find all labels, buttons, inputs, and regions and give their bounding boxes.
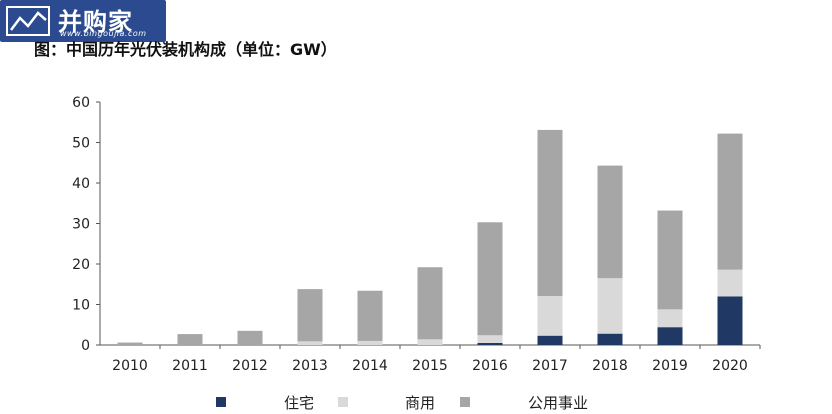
bar-segment-公用事业 bbox=[657, 210, 683, 310]
x-tick-label: 2012 bbox=[232, 358, 268, 374]
bar-segment-商用 bbox=[657, 309, 683, 328]
bar-segment-公用事业 bbox=[717, 133, 743, 270]
y-tick-label: 40 bbox=[72, 176, 90, 192]
bar-segment-住宅 bbox=[657, 327, 683, 345]
bar-segment-商用 bbox=[357, 340, 383, 345]
x-tick-label: 2018 bbox=[592, 358, 628, 374]
bar-segment-公用事业 bbox=[417, 267, 443, 340]
x-axis-labels: 2010 2011 2012 2013 2014 2015 2016 2017 2018 2019… bbox=[112, 358, 748, 374]
bar-segment-住宅 bbox=[717, 296, 743, 345]
bar-segment-公用事业 bbox=[477, 222, 503, 336]
bar-segment-公用事业 bbox=[237, 330, 263, 345]
y-tick-label: 0 bbox=[81, 338, 90, 354]
bar-segment-商用 bbox=[297, 341, 323, 345]
bar-segment-住宅 bbox=[477, 342, 503, 345]
x-tick-label: 2011 bbox=[172, 358, 208, 374]
legend-label: 住宅 bbox=[284, 394, 314, 412]
x-tick-label: 2015 bbox=[412, 358, 448, 374]
bar-segment-住宅 bbox=[597, 333, 623, 345]
legend-label: 商用 bbox=[405, 394, 435, 412]
legend-swatch bbox=[216, 397, 226, 407]
x-tick-label: 2013 bbox=[292, 358, 328, 374]
bar-segment-公用事业 bbox=[297, 289, 323, 342]
chart-logo-icon bbox=[6, 6, 50, 36]
bar-segment-住宅 bbox=[537, 335, 563, 345]
x-tick-label: 2014 bbox=[352, 358, 388, 374]
logo-url: www.bingoujia.com bbox=[60, 29, 147, 38]
y-axis-labels: 0 10 20 30 40 50 60 bbox=[72, 95, 90, 354]
y-tick-label: 20 bbox=[72, 257, 90, 273]
bar-segment-公用事业 bbox=[597, 165, 623, 279]
logo: 并购家 www.bingoujia.com bbox=[0, 0, 166, 42]
bar-segment-公用事业 bbox=[357, 290, 383, 341]
chart-legend: 住宅 商用 公用事业 bbox=[216, 394, 588, 412]
x-tick-label: 2017 bbox=[532, 358, 568, 374]
chart-title: 图：中国历年光伏装机构成（单位：GW） bbox=[34, 40, 337, 59]
x-tick-label: 2020 bbox=[712, 358, 748, 374]
x-tick-label: 2019 bbox=[652, 358, 688, 374]
y-tick-label: 30 bbox=[72, 217, 90, 233]
bar-segment-商用 bbox=[537, 295, 563, 336]
bar-segment-公用事业 bbox=[537, 129, 563, 296]
chart-bars bbox=[117, 129, 743, 345]
bar-segment-商用 bbox=[417, 339, 443, 345]
y-tick-label: 10 bbox=[72, 298, 90, 314]
y-tick-label: 60 bbox=[72, 95, 90, 111]
legend-label: 公用事业 bbox=[528, 394, 588, 412]
legend-swatch bbox=[338, 397, 348, 407]
logo-text: 并购家 bbox=[58, 8, 133, 36]
y-tick-label: 50 bbox=[72, 136, 90, 152]
legend-swatch bbox=[460, 397, 470, 407]
bar-segment-商用 bbox=[477, 335, 503, 343]
bar-segment-商用 bbox=[717, 269, 743, 297]
x-tick-label: 2016 bbox=[472, 358, 508, 374]
bar-segment-公用事业 bbox=[117, 342, 143, 345]
x-tick-label: 2010 bbox=[112, 358, 148, 374]
bar-segment-商用 bbox=[597, 278, 623, 334]
bar-segment-公用事业 bbox=[177, 334, 203, 345]
